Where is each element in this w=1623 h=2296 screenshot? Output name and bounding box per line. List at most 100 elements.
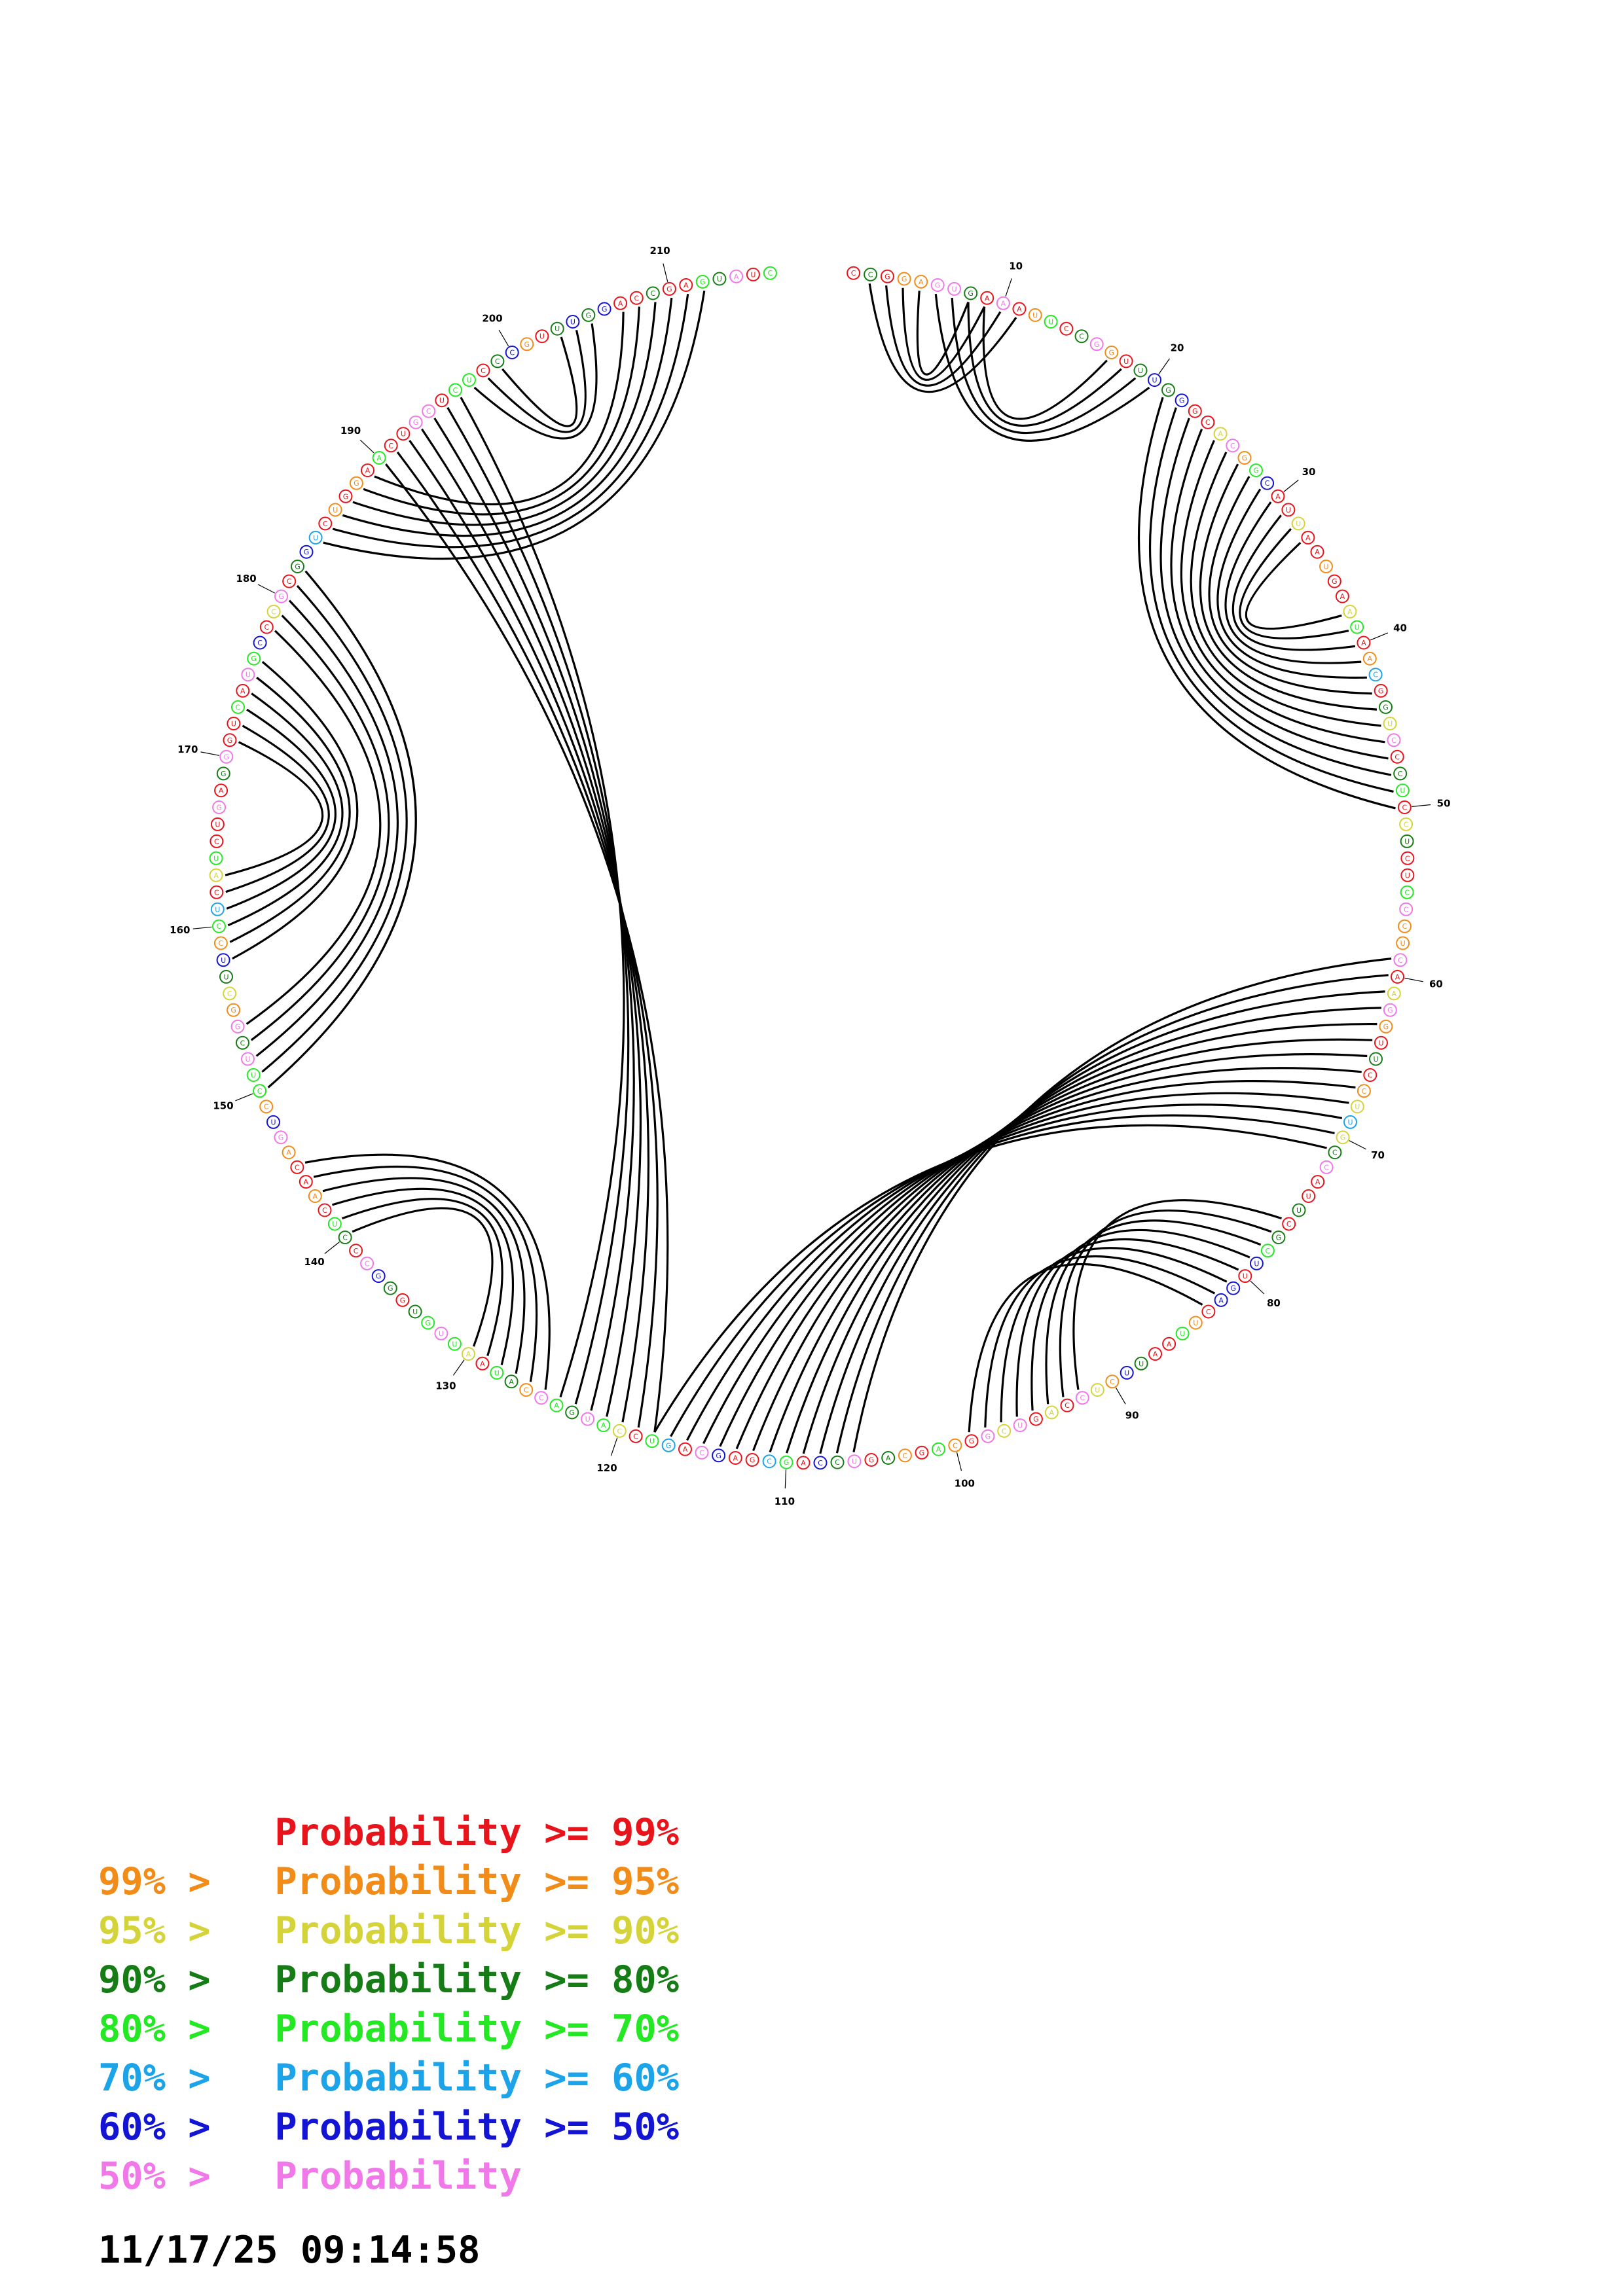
nucleotide-letter: U bbox=[1404, 837, 1410, 846]
nucleotide: A bbox=[1162, 1336, 1176, 1351]
nucleotide: A bbox=[236, 683, 250, 698]
nucleotide-circle bbox=[1133, 363, 1148, 378]
nucleotide-letter: C bbox=[1402, 922, 1408, 931]
tick-label: 80 bbox=[1267, 1297, 1281, 1309]
nucleotide-letter: U bbox=[1400, 939, 1406, 948]
nucleotide-circle bbox=[1237, 451, 1252, 465]
nucleotide-letter: A bbox=[1315, 548, 1320, 556]
nucleotide: G bbox=[565, 1405, 579, 1420]
nucleotide-circle bbox=[299, 1175, 313, 1189]
nucleotide-circle bbox=[964, 1434, 979, 1448]
legend-lower-bound: 60% > bbox=[98, 2106, 211, 2149]
nucleotide: G bbox=[661, 1438, 676, 1452]
nucleotide-circle bbox=[596, 1418, 611, 1433]
nucleotide-circle bbox=[231, 700, 245, 714]
nucleotide: A bbox=[980, 291, 994, 305]
base-pair-arc bbox=[902, 287, 986, 381]
nucleotide-circle bbox=[409, 415, 423, 429]
nucleotide-circle bbox=[1089, 337, 1104, 351]
nucleotide: C bbox=[213, 936, 228, 950]
nucleotide-letter: U bbox=[221, 956, 226, 965]
tick-mark bbox=[200, 751, 220, 756]
nucleotide-letter: G bbox=[968, 289, 974, 298]
nucleotide: C bbox=[1357, 1084, 1371, 1098]
nucleotide-letter: C bbox=[868, 270, 873, 279]
nucleotide-circle bbox=[1374, 683, 1388, 698]
nucleotide-circle bbox=[1387, 986, 1401, 1001]
nucleotide-letter: C bbox=[1405, 854, 1410, 863]
nucleotide-circle bbox=[1028, 308, 1042, 322]
base-pair-arc bbox=[1030, 1229, 1250, 1411]
nucleotide: A bbox=[1214, 1293, 1228, 1307]
nucleotide-letter: C bbox=[236, 703, 241, 711]
base-pair-arc bbox=[363, 306, 640, 516]
nucleotide-letter: A bbox=[618, 299, 623, 308]
nucleotide-letter: U bbox=[1355, 623, 1360, 632]
nucleotide: C bbox=[360, 1256, 374, 1270]
tick-label: 10 bbox=[1009, 260, 1023, 272]
legend-row-90: 95% > Probability >= 90% bbox=[98, 1911, 679, 1950]
nucleotide-letter: C bbox=[768, 269, 773, 278]
base-pair-arc bbox=[1000, 1247, 1228, 1423]
tick-label: 60 bbox=[1429, 978, 1443, 990]
tick-label: 140 bbox=[304, 1256, 324, 1268]
nucleotide-circle bbox=[227, 717, 241, 730]
nucleotide-circle bbox=[227, 1003, 241, 1017]
nucleotide-circle bbox=[662, 281, 676, 296]
nucleotide: U bbox=[327, 1217, 342, 1231]
nucleotide-circle bbox=[930, 278, 945, 292]
nucleotide-letter: C bbox=[217, 922, 222, 931]
nucleotide: U bbox=[266, 1115, 280, 1129]
nucleotide-circle bbox=[1362, 651, 1377, 666]
nucleotide-letter: C bbox=[323, 520, 328, 528]
nucleotide: U bbox=[1400, 868, 1415, 882]
nucleotide-letter: U bbox=[251, 1071, 256, 1080]
tick-mark bbox=[257, 584, 276, 594]
tick-label: 180 bbox=[236, 573, 256, 584]
nucleotide-circle bbox=[1368, 668, 1383, 682]
nucleotide-letter: A bbox=[304, 1178, 309, 1187]
nucleotide: U bbox=[308, 530, 323, 545]
nucleotide-letter: C bbox=[835, 1458, 840, 1467]
nucleotide: U bbox=[210, 817, 225, 831]
nucleotide-circle bbox=[864, 1453, 879, 1467]
nucleotide: C bbox=[338, 1230, 352, 1245]
nucleotide-circle bbox=[645, 1434, 659, 1448]
nucleotide-circle bbox=[1238, 1269, 1252, 1283]
nucleotide-letter: C bbox=[1265, 479, 1270, 488]
tick-label: 160 bbox=[170, 924, 190, 936]
nucleotide: U bbox=[1133, 363, 1148, 378]
legend-text: Probability >= 70% bbox=[274, 2007, 680, 2051]
nucleotide: G bbox=[383, 1281, 397, 1295]
legend-text: Probability >= 99% bbox=[274, 1811, 680, 1854]
legend-text: Probability >= 60% bbox=[274, 2056, 680, 2100]
nucleotide-circle bbox=[646, 286, 660, 300]
nucleotide-circle bbox=[1188, 404, 1202, 418]
tick-mark bbox=[1158, 358, 1170, 374]
base-pair-arc bbox=[341, 1198, 503, 1357]
nucleotide: G bbox=[1104, 346, 1119, 359]
nucleotide: A bbox=[881, 1451, 896, 1465]
base-pair-arc bbox=[250, 615, 390, 1041]
base-pair-arc bbox=[1180, 440, 1385, 744]
nucleotide-letter: C bbox=[295, 1163, 300, 1172]
nucleotide-letter: A bbox=[1218, 430, 1223, 439]
nucleotide: C bbox=[1399, 817, 1413, 831]
nucleotide: A bbox=[996, 296, 1010, 310]
nucleotide-letter: C bbox=[699, 1448, 704, 1457]
tick-label: 150 bbox=[213, 1100, 233, 1111]
nucleotide-circle bbox=[1319, 560, 1333, 573]
nucleotide: A bbox=[679, 278, 693, 292]
nucleotide: C bbox=[1399, 902, 1413, 916]
nucleotide: U bbox=[712, 272, 727, 286]
nucleotide-letter: G bbox=[985, 1432, 991, 1441]
base-pair-arc bbox=[934, 294, 1150, 442]
nucleotide: G bbox=[880, 269, 894, 283]
nucleotide-circle bbox=[1350, 620, 1364, 634]
nucleotide-circle bbox=[1281, 503, 1296, 517]
tick-mark bbox=[663, 263, 668, 282]
nucleotide-letter: G bbox=[224, 753, 230, 761]
base-pair-arc bbox=[460, 397, 625, 1398]
nucleotide: C bbox=[1201, 1304, 1216, 1319]
nucleotide: G bbox=[712, 1448, 726, 1463]
